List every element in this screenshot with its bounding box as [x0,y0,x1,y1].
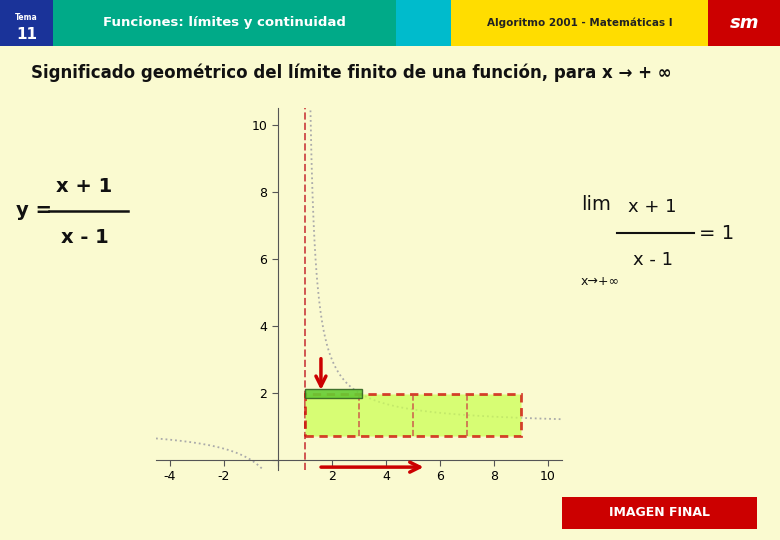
Text: lim: lim [581,195,611,214]
Text: IMAGEN FINAL: IMAGEN FINAL [608,507,710,519]
Text: sm: sm [729,14,759,32]
Bar [305,389,361,398]
Bar [53,0,396,46]
Text: x - 1: x - 1 [633,251,672,268]
Bar [396,0,451,46]
Text: Funciones: límites y continuidad: Funciones: límites y continuidad [103,16,346,30]
Text: Algoritmo 2001 - Matemáticas I: Algoritmo 2001 - Matemáticas I [487,18,672,28]
Text: = 1: = 1 [699,224,734,243]
Text: x→+∞: x→+∞ [581,274,619,287]
Text: Tema: Tema [15,13,38,22]
Text: x + 1: x + 1 [629,198,677,217]
Bar [708,0,780,46]
Bar [305,394,521,436]
Text: x + 1: x + 1 [56,177,112,196]
Text: 11: 11 [16,26,37,42]
Text: Significado geométrico del límite finito de una función, para x → + ∞: Significado geométrico del límite finito… [30,63,672,82]
Text: x - 1: x - 1 [61,228,108,247]
Bar [451,0,708,46]
Text: y =: y = [16,201,51,220]
Bar [0,0,53,46]
